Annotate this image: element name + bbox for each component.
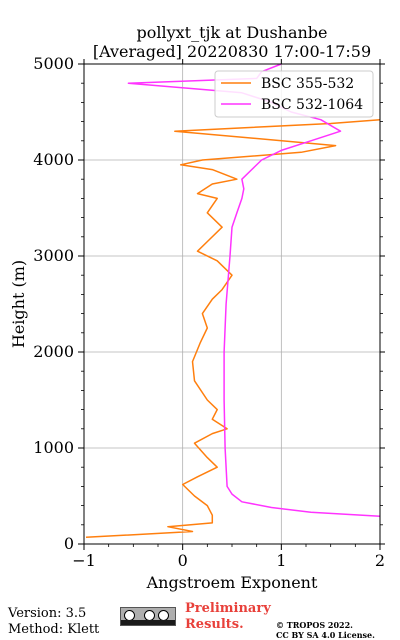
y-tick-label: 5000 [33,54,74,73]
legend-label-bsc-355-532: BSC 355-532 [261,76,354,92]
x-axis-label: Angstroem Exponent [146,573,318,592]
chart-subtitle: [Averaged] 20220830 17:00-17:59 [93,42,371,61]
legend-label-bsc-532-1064: BSC 532-1064 [261,97,363,113]
y-tick-label: 3000 [33,246,74,265]
method-text: Method: Klett [8,622,100,637]
copyright-line-2: CC BY SA 4.0 License. [276,630,375,640]
copyright-notice: © TROPOS 2022. CC BY SA 4.0 License. [276,620,375,640]
y-tick-label: 1000 [33,438,74,457]
x-tick-label: 0 [178,551,188,570]
y-axis-label: Height (m) [9,260,28,348]
legend: BSC 355-532 BSC 532-1064 [214,70,374,118]
version-text: Version: 3.5 [8,606,87,621]
x-tick-label: 2 [375,551,385,570]
chart: pollyxt_tjk at Dushanbe [Averaged] 20220… [9,23,385,592]
copyright-line-1: © TROPOS 2022. [276,620,353,630]
cc-license-logo [120,607,176,626]
legend-box [214,70,374,118]
y-tick-label: 2000 [33,342,74,361]
y-tick-label: 4000 [33,150,74,169]
chart-title: pollyxt_tjk at Dushanbe [136,23,327,42]
series-layer [85,63,381,539]
series-line-bsc-355-532 [85,118,381,539]
preliminary-notice: Preliminary Results. [185,601,271,633]
x-tick-label: 1 [276,551,286,570]
y-tick-label: 0 [64,534,74,553]
x-tick-label: −1 [72,551,96,570]
preliminary-line-1: Preliminary [185,601,271,616]
preliminary-line-2: Results. [185,617,244,632]
